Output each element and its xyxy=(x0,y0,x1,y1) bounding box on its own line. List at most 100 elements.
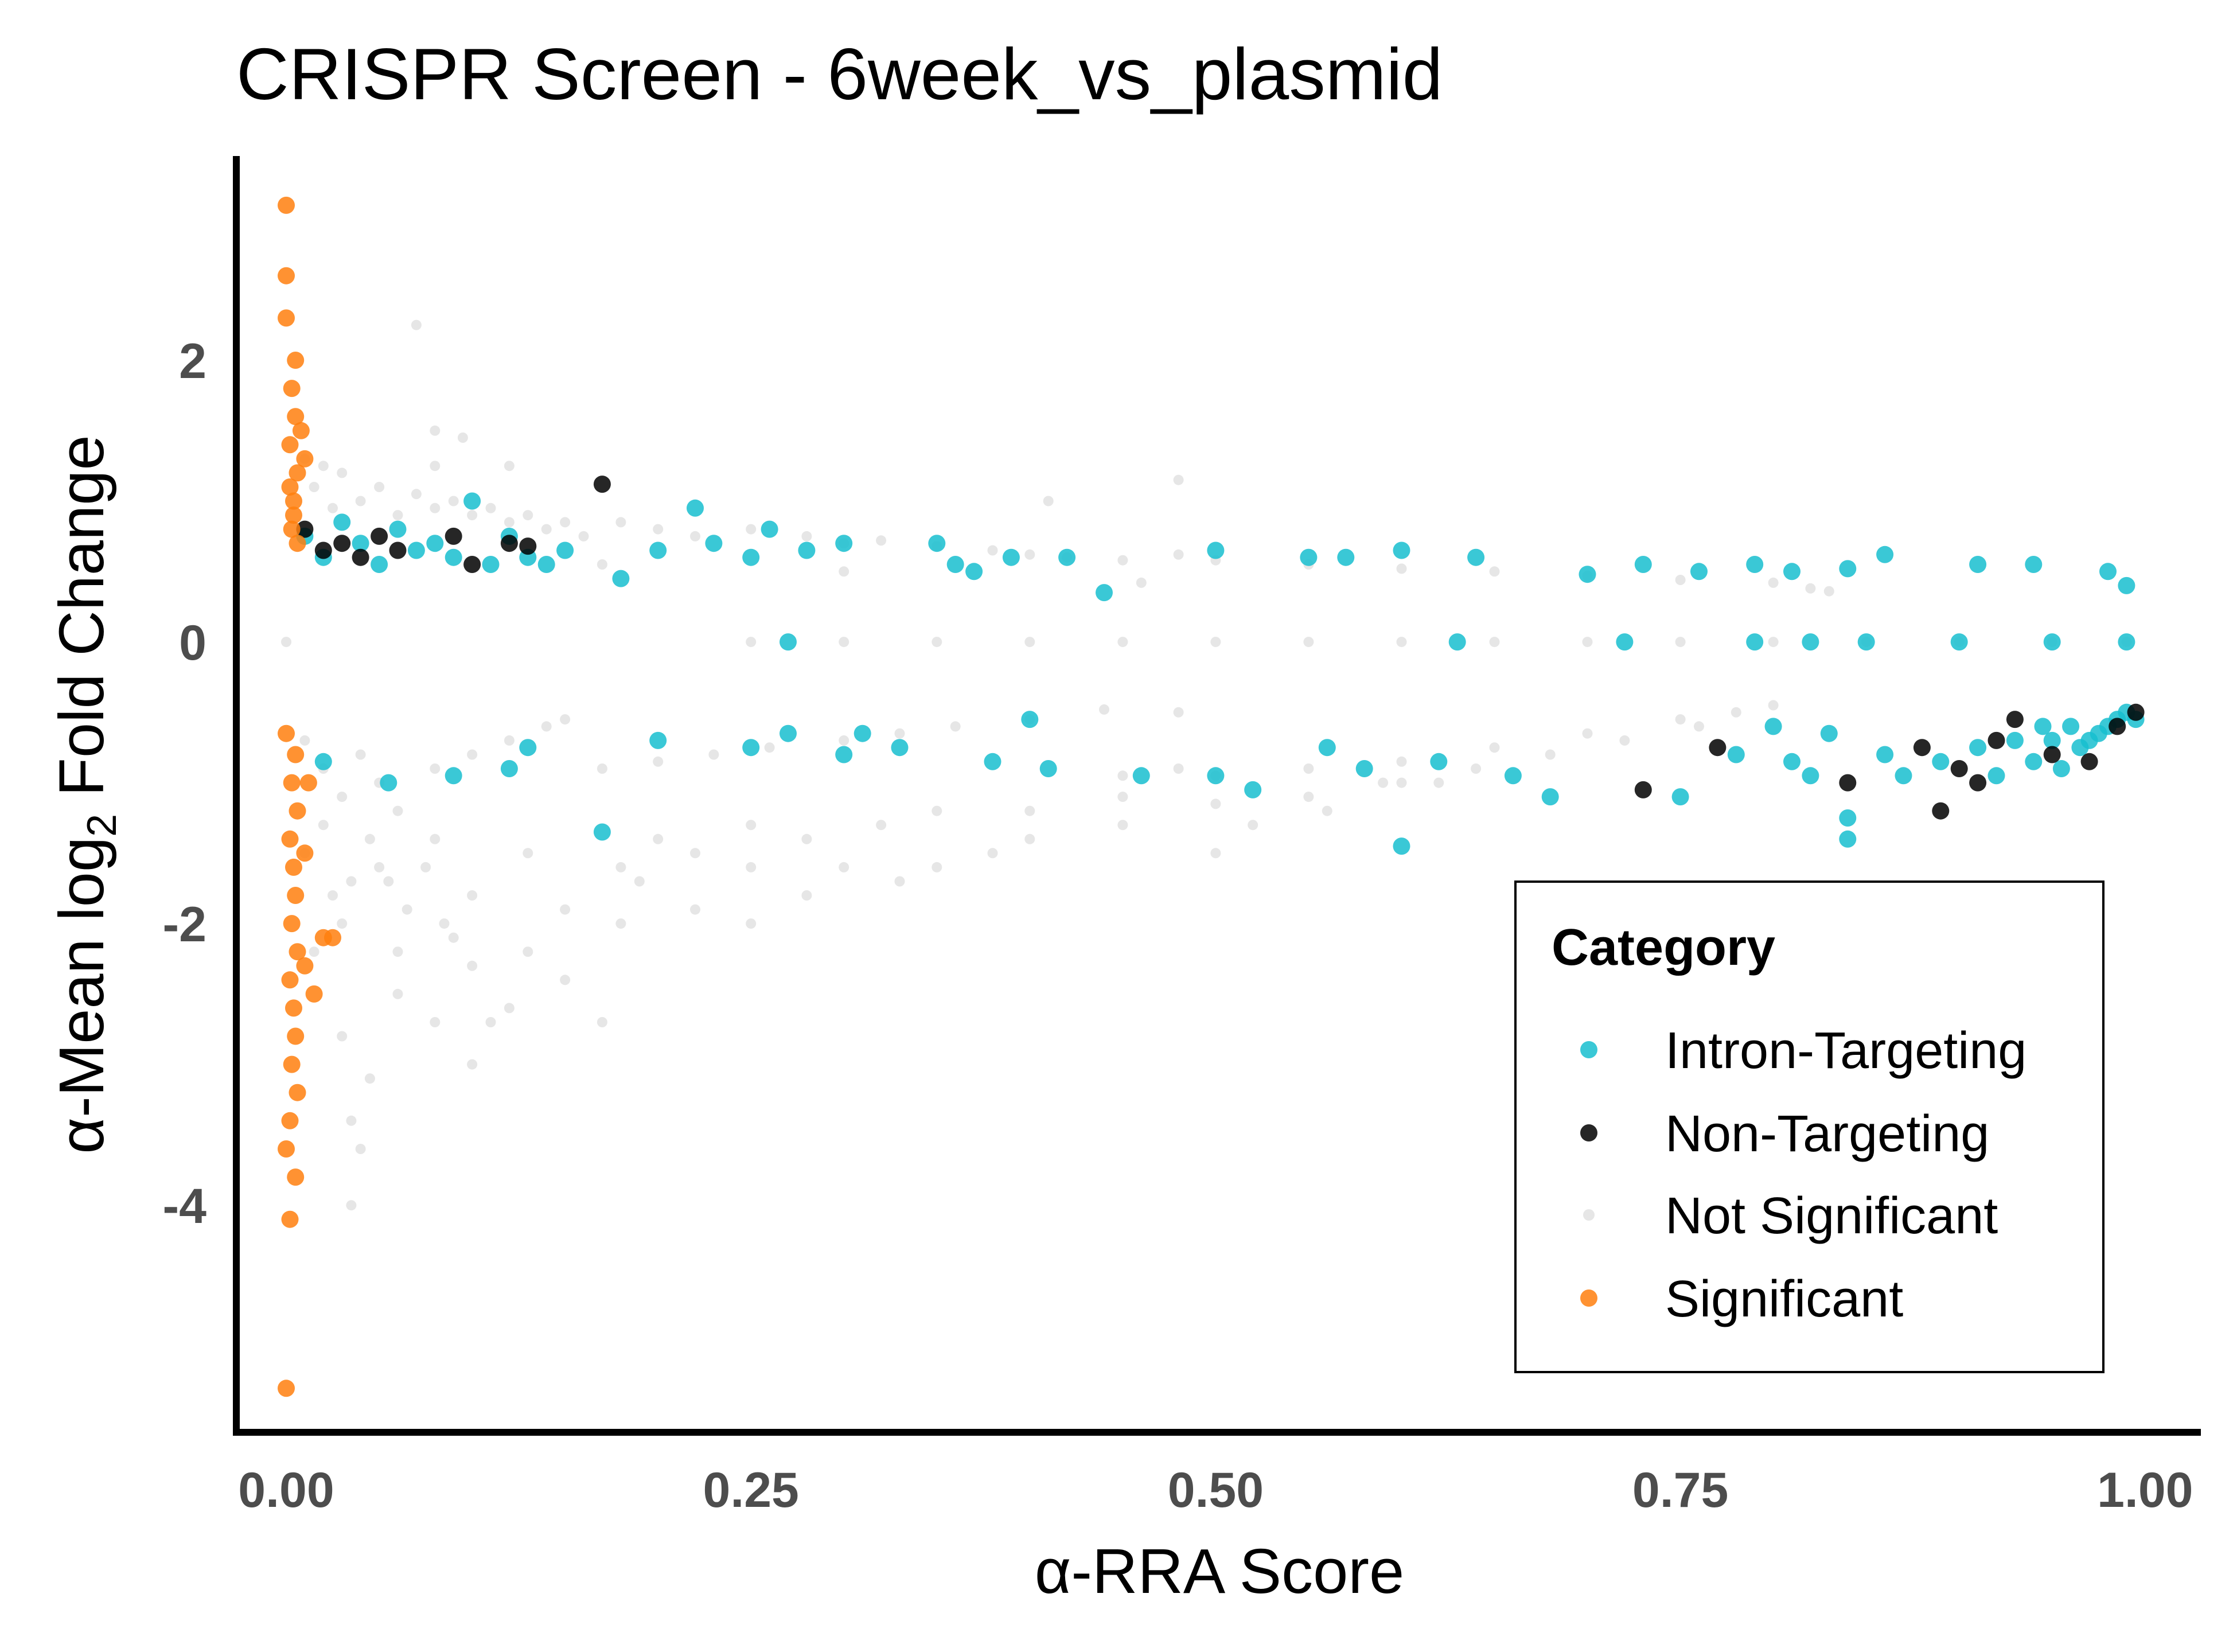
point-not-significant-4 xyxy=(337,467,348,478)
point-not-significant-133 xyxy=(337,1031,348,1042)
point-not-significant-125 xyxy=(839,862,849,872)
data-points xyxy=(278,196,2145,1397)
point-not-significant-76 xyxy=(541,721,552,732)
point-significant-22 xyxy=(283,915,301,933)
point-intron-targeting-4 xyxy=(371,556,388,573)
point-intron-targeting-5 xyxy=(389,520,407,538)
x-axis-title: α-RRA Score xyxy=(1035,1536,1404,1607)
point-not-significant-79 xyxy=(653,756,664,767)
point-significant-9 xyxy=(283,520,301,538)
point-not-significant-141 xyxy=(485,1017,496,1027)
point-not-significant-150 xyxy=(1322,805,1332,816)
point-intron-targeting-70 xyxy=(1207,767,1225,785)
point-intron-targeting-73 xyxy=(1355,760,1373,777)
point-not-significant-149 xyxy=(1471,763,1482,774)
point-not-significant-3 xyxy=(328,502,338,513)
point-significant-20 xyxy=(285,858,302,876)
point-significant-14 xyxy=(281,478,299,496)
point-not-significant-124 xyxy=(801,890,812,901)
legend-key-not-significant xyxy=(1583,1209,1595,1221)
point-intron-targeting-31 xyxy=(1337,548,1355,566)
point-not-significant-46 xyxy=(1043,496,1054,506)
legend-key-non-targeting xyxy=(1580,1124,1597,1141)
point-not-significant-131 xyxy=(1210,848,1221,859)
y-axis-title: α-Mean log2 Fold Change xyxy=(46,435,125,1154)
point-not-significant-145 xyxy=(1545,749,1556,760)
point-intron-targeting-30 xyxy=(1300,548,1318,566)
point-intron-targeting-86 xyxy=(1876,746,1894,763)
y-axis-title-subscript: 2 xyxy=(79,814,125,837)
point-significant-3 xyxy=(287,352,305,369)
point-not-significant-86 xyxy=(1099,704,1109,715)
point-not-significant-59 xyxy=(1489,637,1500,648)
point-non-targeting-0 xyxy=(296,520,314,538)
series-non-targeting xyxy=(296,476,2145,820)
point-non-targeting-14 xyxy=(1913,739,1931,757)
point-not-significant-27 xyxy=(1024,549,1035,560)
point-significant-18 xyxy=(289,802,306,820)
point-intron-targeting-67 xyxy=(1021,711,1039,728)
point-not-significant-115 xyxy=(467,960,478,971)
point-not-significant-9 xyxy=(430,502,441,513)
point-intron-targeting-7 xyxy=(426,535,444,552)
y-axis-title-part-1: α-Mean log xyxy=(46,837,117,1154)
point-intron-targeting-3 xyxy=(352,535,369,552)
point-not-significant-129 xyxy=(1024,833,1035,844)
point-intron-targeting-62 xyxy=(780,724,797,742)
point-not-significant-153 xyxy=(318,820,329,831)
point-intron-targeting-26 xyxy=(1002,548,1020,566)
point-not-significant-90 xyxy=(1303,763,1314,774)
point-intron-targeting-28 xyxy=(1096,584,1113,602)
point-not-significant-48 xyxy=(839,566,849,577)
point-intron-targeting-55 xyxy=(380,774,397,792)
point-not-significant-47 xyxy=(597,559,607,570)
point-not-significant-135 xyxy=(355,1144,366,1154)
series-significant xyxy=(278,196,341,1397)
point-not-significant-101 xyxy=(615,862,626,872)
point-significant-8 xyxy=(285,492,302,510)
point-intron-targeting-17 xyxy=(687,499,704,517)
point-not-significant-94 xyxy=(1675,714,1686,725)
point-not-significant-14 xyxy=(523,510,533,521)
point-significant-11 xyxy=(292,422,310,439)
point-intron-targeting-2 xyxy=(333,513,351,531)
point-not-significant-122 xyxy=(690,904,700,915)
point-not-significant-162 xyxy=(439,918,450,929)
point-intron-targeting-60 xyxy=(649,731,667,749)
legend-key-intron-targeting xyxy=(1580,1041,1597,1058)
point-intron-targeting-61 xyxy=(742,739,760,757)
point-not-significant-87 xyxy=(1117,770,1128,781)
point-not-significant-98 xyxy=(467,890,478,901)
point-intron-targeting-39 xyxy=(1839,560,1857,578)
point-not-significant-103 xyxy=(690,848,700,859)
point-intron-targeting-87 xyxy=(1895,767,1912,785)
point-non-targeting-3 xyxy=(352,548,369,566)
point-not-significant-127 xyxy=(932,862,942,872)
point-intron-targeting-79 xyxy=(1727,746,1745,763)
point-intron-targeting-21 xyxy=(798,541,816,559)
point-not-significant-160 xyxy=(402,904,412,915)
point-intron-targeting-35 xyxy=(1634,556,1652,573)
point-intron-targeting-71 xyxy=(1244,781,1262,798)
point-not-significant-12 xyxy=(485,502,496,513)
point-intron-targeting-9 xyxy=(463,492,481,510)
point-intron-targeting-68 xyxy=(1039,760,1057,777)
x-tick-label-0: 0.00 xyxy=(238,1463,334,1518)
point-not-significant-108 xyxy=(1024,805,1035,816)
point-not-significant-40 xyxy=(411,320,422,330)
point-not-significant-67 xyxy=(299,735,310,746)
point-intron-targeting-38 xyxy=(1783,563,1800,580)
point-intron-targeting-36 xyxy=(1690,563,1708,580)
point-intron-targeting-81 xyxy=(1783,753,1800,770)
point-intron-targeting-56 xyxy=(445,767,462,785)
point-not-significant-70 xyxy=(355,749,366,760)
point-intron-targeting-42 xyxy=(2025,556,2043,573)
point-not-significant-8 xyxy=(411,489,422,500)
point-non-targeting-17 xyxy=(1969,774,1987,792)
point-non-targeting-8 xyxy=(500,535,518,552)
point-not-significant-37 xyxy=(1768,577,1779,588)
point-not-significant-92 xyxy=(1489,742,1500,753)
point-not-significant-58 xyxy=(1396,637,1407,648)
point-significant-6 xyxy=(281,436,299,454)
